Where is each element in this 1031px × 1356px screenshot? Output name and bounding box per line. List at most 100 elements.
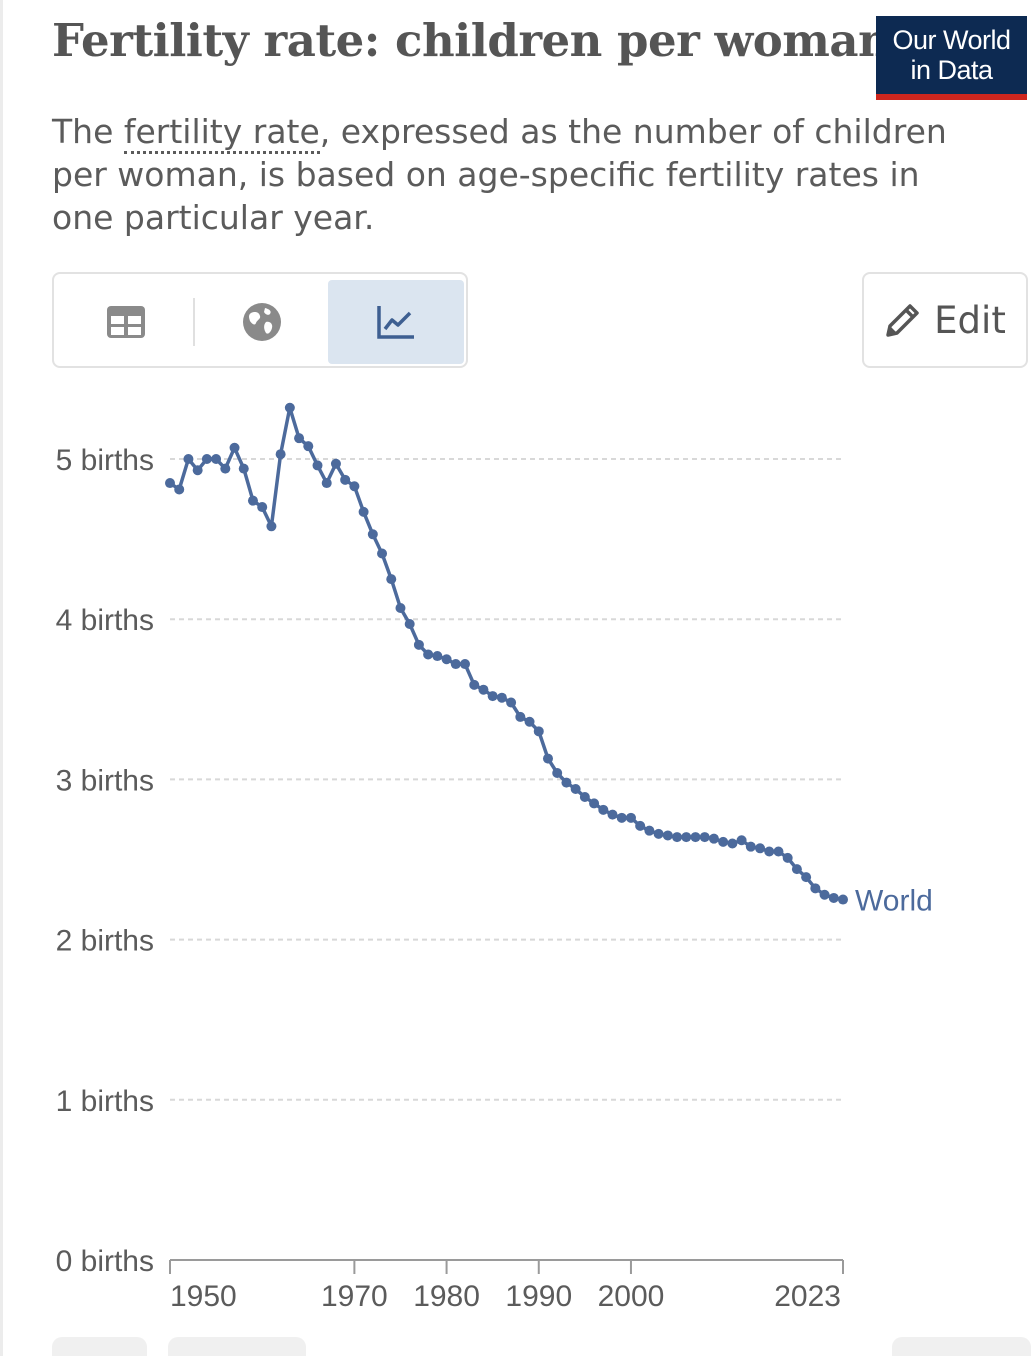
data-point	[561, 777, 572, 788]
data-point	[266, 521, 277, 532]
data-point	[247, 495, 258, 506]
table-icon	[107, 306, 145, 338]
fertility-rate-term-link[interactable]: fertility rate	[123, 112, 320, 154]
data-point	[681, 832, 692, 843]
data-point	[727, 838, 738, 849]
data-point	[533, 726, 544, 737]
footer-button-right[interactable]	[892, 1337, 1031, 1356]
tab-map[interactable]	[196, 280, 328, 364]
data-point	[441, 654, 452, 665]
view-tab-bar	[52, 272, 468, 368]
data-point	[395, 602, 406, 613]
x-tick-label: 1980	[413, 1280, 480, 1313]
data-point	[589, 798, 600, 809]
subtitle-before: The	[52, 112, 124, 151]
data-point	[644, 825, 655, 836]
x-tick-label: 1950	[170, 1280, 237, 1313]
data-point	[192, 465, 203, 476]
data-point	[755, 843, 766, 854]
chart-subtitle: The fertility rate, expressed as the num…	[52, 110, 982, 239]
data-point	[496, 692, 507, 703]
y-tick-label: 5 births	[56, 444, 154, 477]
data-point	[275, 449, 286, 460]
data-point	[819, 889, 830, 900]
data-point	[404, 619, 415, 630]
data-point	[764, 846, 775, 857]
y-tick-label: 0 births	[56, 1245, 154, 1278]
edit-button-label: Edit	[934, 298, 1006, 342]
data-point	[745, 841, 756, 852]
page-left-rule	[0, 0, 3, 1356]
data-point	[672, 832, 683, 843]
y-tick-label: 2 births	[56, 925, 154, 958]
data-point	[718, 836, 729, 847]
data-point	[165, 478, 175, 489]
data-point	[598, 804, 609, 815]
y-tick-label: 1 births	[56, 1085, 154, 1118]
data-point	[330, 458, 341, 469]
data-point	[201, 454, 212, 464]
data-point	[524, 716, 535, 727]
x-tick-label: 1990	[505, 1280, 572, 1313]
fertility-line-chart: 0 births 1 births 2 births 3 births 4 births…	[56, 402, 933, 1313]
data-point	[367, 529, 378, 540]
footer-button-middle[interactable]	[168, 1337, 306, 1356]
chart-title: Fertility rate: children per woman	[52, 14, 891, 67]
data-point	[616, 812, 627, 823]
globe-icon	[243, 303, 281, 341]
logo-line-2: in Data	[910, 55, 993, 85]
line-chart-icon	[377, 306, 414, 339]
data-point	[801, 872, 812, 883]
data-point	[708, 833, 719, 844]
edit-button[interactable]: Edit	[862, 272, 1028, 368]
x-tick-label: 1970	[321, 1280, 388, 1313]
data-point	[312, 460, 323, 471]
data-point	[791, 864, 802, 875]
data-point	[542, 753, 553, 764]
data-point	[386, 574, 397, 585]
tab-chart[interactable]	[328, 280, 464, 364]
data-point	[782, 852, 793, 863]
data-point	[625, 812, 636, 823]
data-point	[662, 830, 673, 841]
data-point	[229, 442, 240, 453]
data-point	[211, 454, 222, 464]
y-tick-label: 4 births	[56, 604, 154, 637]
data-point	[340, 474, 351, 485]
owid-logo[interactable]: Our World in Data	[876, 16, 1027, 100]
data-point	[506, 697, 517, 708]
data-point	[460, 659, 471, 670]
tab-table[interactable]	[60, 280, 192, 364]
data-point	[570, 784, 581, 795]
data-point	[220, 463, 231, 474]
data-point	[515, 711, 526, 722]
data-point	[607, 809, 618, 820]
tab-divider	[193, 298, 195, 346]
data-point	[284, 402, 295, 413]
data-point	[690, 832, 701, 843]
data-point	[635, 820, 646, 831]
footer-button-left[interactable]	[52, 1337, 147, 1356]
data-point	[450, 659, 461, 670]
data-point	[303, 441, 314, 452]
data-point	[552, 767, 563, 778]
y-tick-label: 3 births	[56, 764, 154, 797]
data-point	[358, 506, 369, 517]
data-point	[183, 454, 194, 464]
data-point	[478, 684, 489, 695]
data-point	[487, 691, 498, 702]
x-tick-label: 2023	[774, 1280, 841, 1313]
data-point	[377, 548, 388, 559]
data-point	[238, 463, 249, 474]
data-point	[413, 639, 424, 650]
data-point	[257, 502, 268, 513]
data-point	[432, 651, 443, 662]
subtitle-after: , expressed as the number of children pe…	[52, 112, 947, 237]
data-point	[773, 846, 784, 857]
series-label-world: World	[855, 885, 933, 918]
data-point	[838, 894, 848, 905]
x-tick-label: 2000	[598, 1280, 665, 1313]
data-point	[174, 484, 185, 495]
data-point	[423, 649, 434, 660]
data-point	[321, 478, 332, 489]
